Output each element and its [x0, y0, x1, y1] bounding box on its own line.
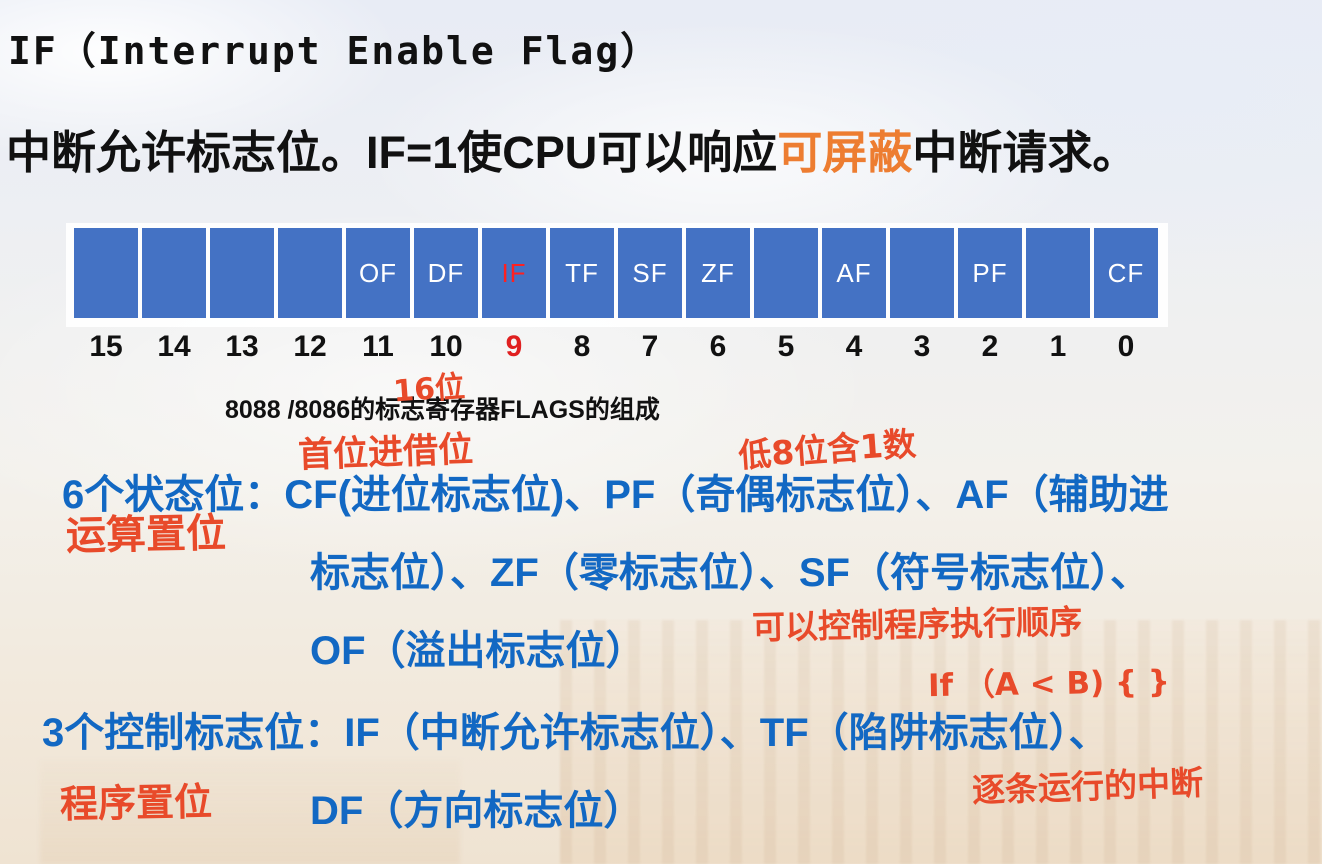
annotation-16bit: 16位: [392, 369, 467, 410]
flag-cell-bit-8: TF: [550, 228, 614, 318]
flag-cell-bit-13: [210, 228, 274, 318]
bit-number-6: 6: [709, 330, 727, 363]
flag-label-TF: TF: [565, 257, 599, 288]
slide-title: IF（Interrupt Enable Flag）: [8, 29, 661, 73]
bit-number-10: 10: [429, 330, 463, 363]
bit-number-4: 4: [845, 330, 863, 363]
bit-number-3: 3: [913, 330, 931, 363]
flag-label-PF: PF: [972, 257, 1008, 288]
flag-cell-bit-4: AF: [822, 228, 886, 318]
flag-label-ZF: ZF: [701, 257, 735, 288]
flag-label-IF: IF: [501, 257, 527, 288]
subtitle-suffix: 中断请求。: [912, 127, 1138, 178]
bit-number-11: 11: [362, 330, 394, 363]
flag-cell-bit-9: IF: [482, 228, 546, 318]
annotation-step-interrupt: 逐条运行的中断: [971, 762, 1204, 811]
flag-cell-bit-0: CF: [1094, 228, 1158, 318]
flags-register-cells: OF DF IF TF SF ZF AF PF CF: [74, 228, 1158, 318]
subtitle-highlight: 可屏蔽: [777, 127, 913, 178]
bit-number-0: 0: [1117, 330, 1135, 363]
annotation-program-set: 程序置位: [59, 779, 213, 827]
status-flags-line-3: OF（溢出标志位）: [310, 629, 646, 673]
subtitle-prefix: 中断允许标志位。IF=1使CPU可以响应: [6, 127, 778, 178]
bit-number-7: 7: [641, 330, 659, 363]
annotation-control-flow: 可以控制程序执行顺序: [751, 602, 1083, 647]
flag-label-SF: SF: [632, 257, 668, 288]
flag-cell-bit-7: SF: [618, 228, 682, 318]
bit-number-12: 12: [293, 330, 327, 363]
bit-number-9: 9: [505, 330, 523, 363]
flag-label-DF: DF: [427, 257, 465, 288]
background-building-left: [40, 760, 460, 864]
flag-cell-bit-1: [1026, 228, 1090, 318]
bit-number-15: 15: [89, 330, 123, 363]
register-caption: 8088 /8086的标志寄存器FLAGS的组成: [225, 396, 660, 424]
status-flags-line-1: 6个状态位：CF(进位标志位)、PF（奇偶标志位）、AF（辅助进: [62, 473, 1169, 517]
flag-label-CF: CF: [1107, 257, 1145, 288]
flag-cell-bit-12: [278, 228, 342, 318]
bit-number-13: 13: [225, 330, 259, 363]
flags-register-bits: 15 14 13 12 11 10 9 8 7 6 5 4 3 2 1 0: [74, 330, 1158, 364]
bit-number-2: 2: [981, 330, 999, 363]
flag-cell-bit-11: OF: [346, 228, 410, 318]
flag-cell-bit-5: [754, 228, 818, 318]
control-flags-line-1: 3个控制标志位：IF（中断允许标志位）、TF（陷阱标志位）、: [42, 711, 1109, 755]
flag-cell-bit-3: [890, 228, 954, 318]
annotation-if-example: If （A < B) { }: [927, 663, 1171, 705]
bit-number-14: 14: [157, 330, 191, 363]
flag-cell-bit-15: [74, 228, 138, 318]
flag-cell-bit-2: PF: [958, 228, 1022, 318]
status-flags-line-2: 标志位）、ZF（零标志位）、SF（符号标志位）、: [310, 551, 1150, 595]
bit-number-1: 1: [1049, 330, 1067, 363]
bit-number-5: 5: [777, 330, 795, 363]
flag-label-OF: OF: [358, 257, 398, 288]
flag-cell-bit-6: ZF: [686, 228, 750, 318]
flag-cell-bit-14: [142, 228, 206, 318]
flag-cell-bit-10: DF: [414, 228, 478, 318]
flag-label-AF: AF: [836, 257, 872, 288]
background-building: [560, 620, 1322, 864]
control-flags-line-2: DF（方向标志位）: [310, 789, 644, 833]
subtitle: 中断允许标志位。IF=1使CPU可以响应可屏蔽中断请求。: [6, 116, 1137, 181]
bit-number-8: 8: [573, 330, 591, 363]
